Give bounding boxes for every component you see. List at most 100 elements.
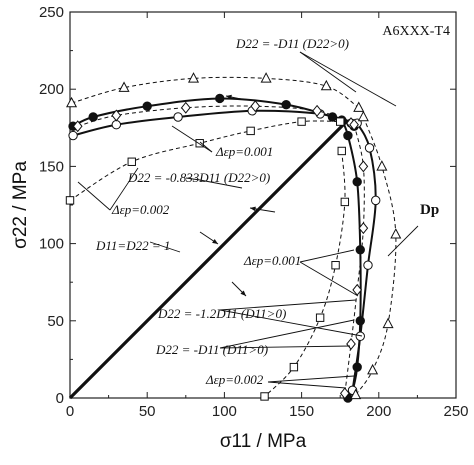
- leader-line: [199, 179, 243, 189]
- filled-circle-marker: [352, 177, 362, 187]
- open-square-marker: [315, 313, 325, 322]
- series-line: [68, 118, 350, 400]
- open-diamond-marker: [180, 101, 191, 114]
- y-tick-label: 0: [56, 390, 64, 407]
- leader-line: [267, 375, 355, 383]
- filled-circle-marker: [355, 245, 365, 255]
- annotation-label: D11=D22 = 1: [95, 238, 170, 253]
- leader-line: [299, 51, 397, 107]
- filled-circle-marker: [215, 93, 225, 104]
- open-square-marker: [195, 139, 204, 148]
- leader-line: [219, 345, 351, 349]
- open-square-marker: [127, 157, 136, 166]
- x-tick-label: 150: [289, 403, 314, 420]
- series-line: [264, 150, 346, 397]
- annotation-label: D22 = -1.2D11 (D11>0): [157, 306, 286, 321]
- annotation-label: D22 = -0.833D11 (D22>0): [127, 170, 270, 185]
- open-triangle-marker: [260, 72, 272, 83]
- open-triangle-marker: [187, 72, 200, 83]
- annotations: D22 = -D11 (D22>0) Δεp=0.001 D22 = -0.833D…: [77, 36, 439, 389]
- open-square-marker: [65, 196, 75, 205]
- axes: 0 50 100 150 200 250 0 50 100 150 200 250 σ11 / MPa σ…: [10, 4, 469, 452]
- open-square-marker: [340, 197, 350, 207]
- series-0: [68, 118, 350, 400]
- open-diamond-marker: [346, 337, 356, 350]
- y-tick-label: 100: [39, 236, 64, 253]
- open-triangle-marker: [353, 101, 365, 112]
- open-square-marker: [331, 261, 340, 270]
- series-8: [350, 110, 402, 400]
- series-10: [260, 146, 350, 401]
- y-tick-label: 150: [39, 158, 64, 175]
- y-axis-title: σ22 / MPa: [10, 161, 31, 249]
- open-diamond-marker: [339, 387, 350, 400]
- leader-line: [299, 51, 357, 93]
- open-diamond-marker: [250, 100, 261, 113]
- open-triangle-marker: [118, 81, 130, 92]
- open-square-marker: [297, 117, 306, 126]
- open-square-marker: [336, 117, 345, 126]
- open-diamond-marker: [312, 104, 322, 117]
- annotation-label: D22 = -D11 (D11>0): [155, 342, 268, 357]
- x-tick-label: 200: [366, 403, 391, 420]
- arrow-head: [226, 94, 232, 100]
- open-diamond-marker: [72, 120, 83, 133]
- leader-line: [219, 299, 357, 311]
- annotation-label: Dp: [420, 202, 439, 218]
- leader-line: [219, 319, 355, 349]
- series-line: [355, 116, 397, 396]
- filled-circle-marker: [281, 99, 291, 110]
- leader-line: [185, 177, 201, 181]
- open-square-marker: [337, 146, 346, 156]
- series-6: [339, 118, 369, 400]
- open-triangle-marker: [320, 79, 332, 91]
- data-series: [65, 72, 402, 403]
- filled-circle-marker: [142, 101, 152, 111]
- open-diamond-marker: [349, 118, 359, 131]
- open-diamond-marker: [358, 160, 369, 173]
- open-triangle-marker: [390, 228, 402, 239]
- open-square-marker: [289, 362, 299, 372]
- annotation-label: Δεp=0.001: [215, 144, 273, 159]
- leader-line: [171, 125, 213, 153]
- x-tick-label: 50: [139, 403, 156, 420]
- y-tick-label: 250: [39, 4, 64, 21]
- open-triangle-marker: [367, 363, 379, 375]
- series-9: [65, 117, 345, 205]
- arrow-head: [240, 290, 246, 296]
- y-tick-label: 50: [47, 313, 64, 330]
- annotation-label: D22 = -D11 (D22>0): [235, 36, 349, 51]
- leader-line: [299, 261, 359, 297]
- open-triangle-marker: [350, 388, 362, 400]
- open-circle-marker: [364, 143, 375, 153]
- open-circle-marker: [173, 112, 183, 122]
- leader-line: [219, 309, 363, 337]
- open-triangle-marker: [382, 317, 394, 329]
- open-circle-marker: [371, 195, 381, 206]
- x-tick-label: 100: [212, 403, 237, 420]
- annotation-label: Δεp=0.002: [205, 372, 264, 387]
- leader-line: [77, 181, 111, 211]
- leader-line: [299, 249, 355, 263]
- y-tick-label: 200: [39, 81, 64, 98]
- x-tick-label: 0: [66, 403, 74, 420]
- series-line: [71, 76, 360, 109]
- series-7: [66, 72, 365, 112]
- open-circle-marker: [355, 331, 365, 341]
- open-triangle-marker: [66, 96, 78, 108]
- leader-line: [149, 241, 181, 253]
- arrow-head: [250, 206, 256, 212]
- filled-circle-marker: [343, 130, 353, 141]
- leader-line: [267, 381, 347, 389]
- open-diamond-marker: [111, 109, 122, 122]
- open-triangle-marker: [357, 110, 369, 122]
- material-tag: A6XXX-T4: [382, 24, 450, 39]
- open-circle-marker: [363, 260, 373, 270]
- open-diamond-marker: [358, 222, 369, 235]
- x-tick-label: 250: [443, 403, 468, 420]
- series-5: [72, 100, 356, 133]
- open-square-marker: [246, 126, 255, 136]
- open-triangle-marker: [376, 160, 388, 171]
- open-square-marker: [260, 392, 269, 401]
